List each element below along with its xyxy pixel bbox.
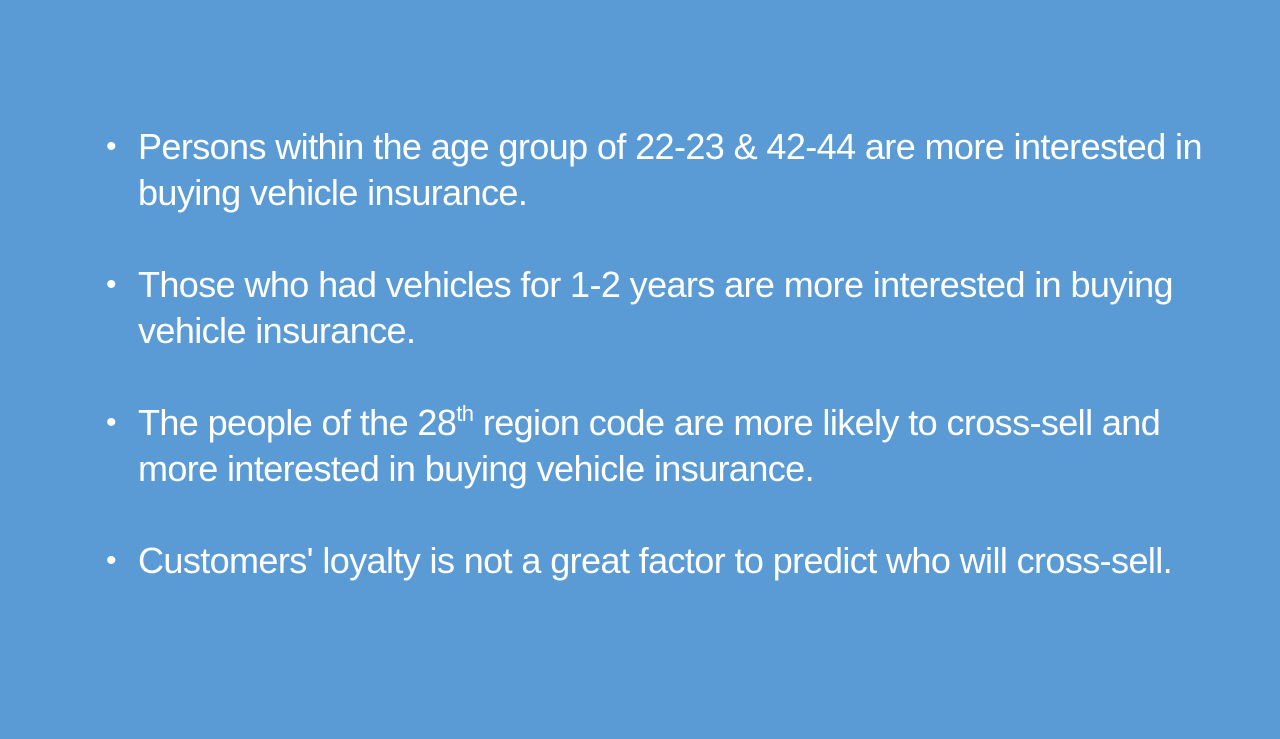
bullet-text-before: The people of the 28 <box>138 402 457 443</box>
bullet-item-age-group: • Persons within the age group of 22-23 … <box>104 124 1204 216</box>
bullet-text: Persons within the age group of 22-23 & … <box>138 126 1202 213</box>
bullet-text: Those who had vehicles for 1-2 years are… <box>138 264 1174 351</box>
bullet-point-icon: • <box>106 544 117 577</box>
bullet-item-customer-loyalty: • Customers' loyalty is not a great fact… <box>104 538 1204 584</box>
bullet-point-icon: • <box>106 130 117 163</box>
bullet-text-after: region code are more likely to cross-sel… <box>138 402 1161 489</box>
bullet-text: The people of the 28th region code are m… <box>138 401 1161 489</box>
bullet-point-icon: • <box>106 406 117 439</box>
bullet-point-icon: • <box>106 268 117 301</box>
bullet-text: Customers' loyalty is not a great factor… <box>138 540 1173 581</box>
bullet-item-region-code: • The people of the 28th region code are… <box>104 400 1204 492</box>
bullet-list: • Persons within the age group of 22-23 … <box>104 124 1204 584</box>
bullet-item-vehicle-age: • Those who had vehicles for 1-2 years a… <box>104 262 1204 354</box>
ordinal-superscript: th <box>456 401 474 426</box>
